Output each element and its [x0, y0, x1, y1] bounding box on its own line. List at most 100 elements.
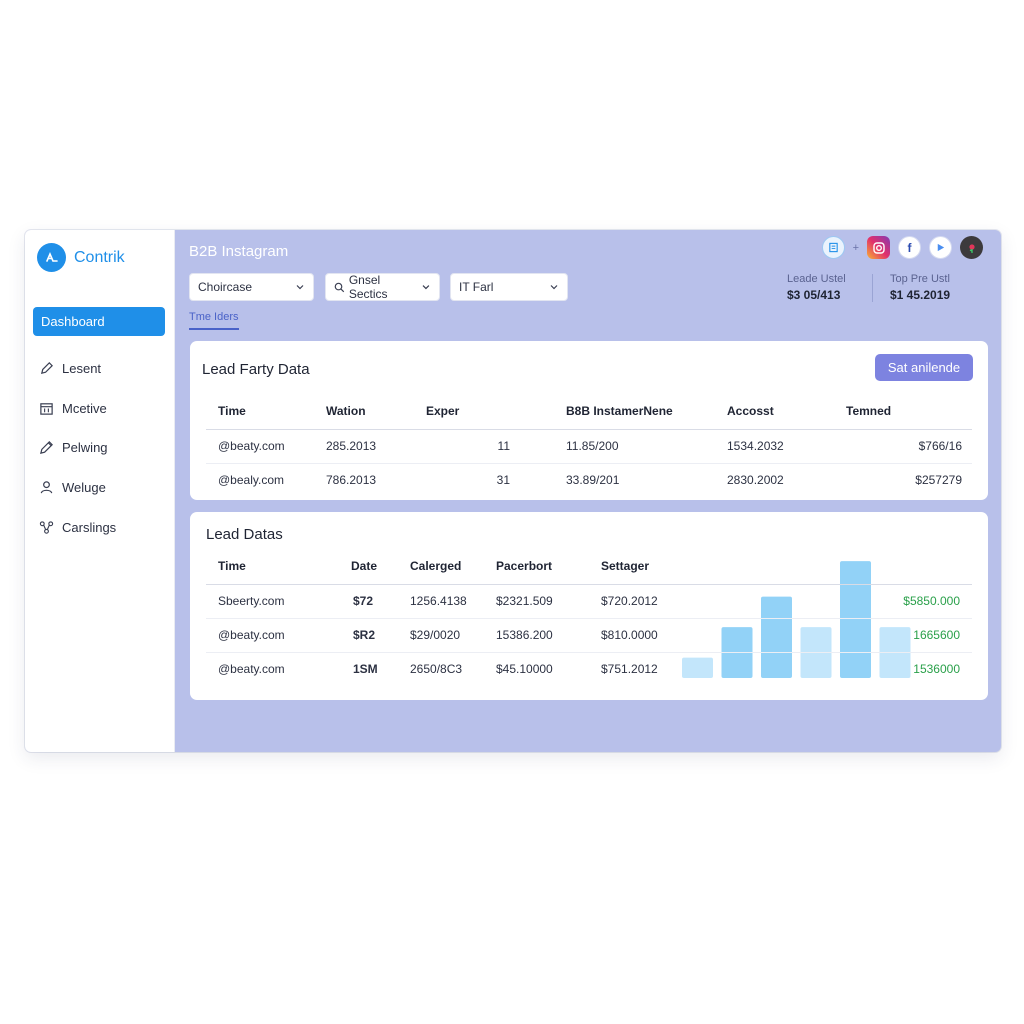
sidebar-item-lesent[interactable]: Lesent: [39, 361, 101, 376]
lead-datas-card: Lead Datas Time Date Calerged Pacerbort …: [190, 512, 988, 700]
table-cell: @beaty.com: [206, 618, 331, 653]
sidebar-item-label: Pelwing: [62, 440, 108, 455]
table-cell: 1665600: [836, 618, 972, 653]
chevron-down-icon: [550, 285, 558, 290]
user-icon: [40, 481, 53, 494]
table-cell: $257279: [915, 473, 962, 488]
column-header[interactable]: Temned: [846, 394, 972, 430]
main-panel: B2B Instagram Choircase Gnsel Sectics IT…: [175, 230, 1001, 752]
sidebar-item-dashboard[interactable]: Dashboard: [33, 307, 165, 336]
sidebar-item-carslings[interactable]: Carslings: [39, 520, 116, 535]
stat-label: Top Pre Ustl: [890, 273, 950, 285]
card-title: Lead Datas: [206, 526, 283, 543]
lead-datas-table: Time Date Calerged Pacerbort Settager Sb…: [206, 549, 972, 686]
table-cell: 1536000: [913, 662, 960, 677]
table-cell: $720.2012: [586, 584, 836, 619]
sidebar: Contrik Dashboard Lesent Mcetive Pelwing…: [25, 230, 175, 752]
table-cell: $45.10000: [496, 662, 553, 677]
rose-icon[interactable]: [960, 236, 983, 259]
table-cell: 15386.200: [486, 618, 586, 653]
sidebar-item-weluge[interactable]: Weluge: [39, 480, 106, 495]
table-cell: $810.0000: [586, 618, 836, 653]
column-header[interactable]: Date: [331, 549, 396, 585]
table-cell: Sbeerty.com: [206, 584, 331, 619]
table-cell: 11: [426, 429, 526, 464]
table-cell: 1256.4138: [396, 584, 486, 619]
column-header[interactable]: B8B InstamerNene: [526, 394, 701, 430]
stat-divider: [872, 274, 873, 302]
table-cell: $766/16: [846, 429, 972, 464]
plus-icon: +: [852, 241, 859, 254]
social-icons: + f: [821, 236, 983, 259]
table-cell: $29/0020: [396, 618, 486, 653]
set-attendee-button[interactable]: Sat anilende: [875, 354, 973, 381]
lead-party-data-card: Lead Farty Data Sat anilende Time Wation…: [190, 341, 988, 500]
column-header[interactable]: Wation: [326, 394, 426, 430]
table-cell: $751.2012: [601, 662, 658, 677]
filter-dropdown-3[interactable]: IT Farl: [450, 273, 568, 301]
pen-icon: [40, 362, 53, 375]
column-header[interactable]: Time: [206, 394, 326, 430]
card-title: Lead Farty Data: [202, 361, 310, 378]
table-cell: $5850.000: [836, 584, 972, 619]
facebook-icon[interactable]: f: [898, 236, 921, 259]
table-cell: $72: [331, 584, 396, 619]
table-cell: 1SM: [353, 662, 378, 677]
table-cell: @beaty.com: [206, 429, 326, 464]
table-row[interactable]: Sbeerty.com $72 1256.4138 $2321.509 $720…: [206, 584, 972, 619]
table-header-row: Time Date Calerged Pacerbort Settager: [206, 549, 972, 585]
tab-time-iders[interactable]: Tme Iders: [189, 311, 239, 330]
sidebar-item-pelwing[interactable]: Pelwing: [39, 440, 108, 455]
brand[interactable]: Contrik: [37, 243, 125, 272]
sidebar-item-label: Mcetive: [62, 401, 107, 416]
stat-value: $1 45.2019: [890, 288, 951, 302]
sidebar-item-label: Weluge: [62, 480, 106, 495]
column-header[interactable]: Settager: [586, 549, 836, 585]
filter-value: Gnsel Sectics: [348, 273, 388, 301]
table-row[interactable]: @bealy.com 786.2013 31 33.89/201 2830.20…: [206, 463, 972, 497]
search-icon: [334, 282, 345, 292]
table-cell: 285.2013: [326, 429, 426, 464]
filter-value: Choircase: [198, 280, 253, 294]
sidebar-item-label: Lesent: [62, 361, 102, 376]
table-cell: @beaty.com: [218, 662, 285, 677]
table-row[interactable]: @beaty.com 1SM 2650/8C3 $45.10000 $751.2…: [206, 652, 972, 686]
calendar-icon: [40, 403, 53, 415]
chart-bar: [682, 657, 713, 678]
brand-name: Contrik: [74, 248, 125, 266]
table-cell: 33.89/201: [566, 473, 620, 488]
stat-top-pre-ustl: Top Pre Ustl $1 45.2019: [890, 273, 950, 302]
column-header[interactable]: Calerged: [396, 549, 486, 585]
column-header[interactable]: Time: [206, 549, 331, 585]
page-title: B2B Instagram: [189, 243, 289, 260]
table-row[interactable]: @beaty.com $R2 $29/0020 15386.200 $810.0…: [206, 618, 972, 653]
column-header[interactable]: Accosst: [701, 394, 846, 430]
play-icon[interactable]: [929, 236, 952, 259]
filter-dropdown-1[interactable]: Choircase: [189, 273, 314, 301]
chevron-down-icon: [422, 285, 430, 290]
brand-logo-icon: [37, 243, 66, 272]
instagram-icon[interactable]: [867, 236, 890, 259]
table-cell: 2650/8C3: [410, 662, 463, 677]
filter-value: IT Farl: [459, 280, 494, 294]
table-cell: 31: [496, 473, 510, 488]
table-cell: 786.2013: [326, 473, 377, 488]
lead-party-table: Time Wation Exper B8B InstamerNene Accos…: [206, 394, 972, 497]
chevron-down-icon: [296, 285, 304, 290]
table-cell: $R2: [331, 618, 396, 653]
table-cell: $2321.509: [486, 584, 586, 619]
table-cell: @bealy.com: [218, 473, 284, 488]
table-header-row: Time Wation Exper B8B InstamerNene Accos…: [206, 394, 972, 430]
sidebar-item-mcetive[interactable]: Mcetive: [39, 401, 107, 416]
table-cell: 11.85/200: [526, 429, 701, 464]
table-cell: 2830.2002: [727, 473, 784, 488]
stat-leade-ustel: Leade Ustel $3 05/413: [787, 273, 846, 302]
column-header[interactable]: Exper: [426, 394, 526, 430]
stat-label: Leade Ustel: [787, 273, 846, 285]
column-header[interactable]: Pacerbort: [486, 549, 586, 585]
network-icon: [39, 521, 54, 534]
table-cell: 1534.2032: [701, 429, 846, 464]
filter-dropdown-2[interactable]: Gnsel Sectics: [325, 273, 440, 301]
table-row[interactable]: @beaty.com 285.2013 11 11.85/200 1534.20…: [206, 429, 972, 464]
document-icon[interactable]: [821, 236, 845, 259]
